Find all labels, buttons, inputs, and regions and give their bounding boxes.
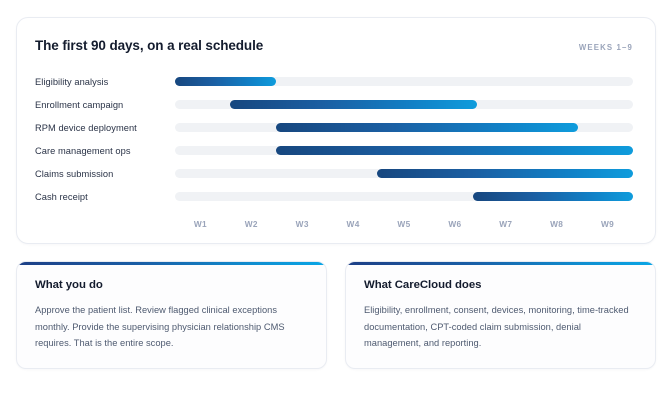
- gantt-bar[interactable]: [275, 123, 579, 132]
- gantt-track: [175, 192, 633, 201]
- page-title: The first 90 days, on a real schedule: [35, 38, 264, 53]
- info-card-body: Eligibility, enrollment, consent, device…: [364, 305, 629, 349]
- gantt-bar[interactable]: [175, 77, 276, 86]
- weeks-range-label: WEEKS 1–9: [578, 43, 633, 52]
- gantt-track: [175, 146, 633, 155]
- gantt-row: Eligibility analysis: [35, 70, 633, 93]
- gantt-axis-tick: W9: [600, 219, 615, 229]
- gantt-row: Enrollment campaign: [35, 93, 633, 116]
- gantt-bar[interactable]: [275, 146, 633, 155]
- gantt-axis-tick: W8: [550, 219, 564, 229]
- gantt-axis-tick: W4: [346, 219, 360, 229]
- gantt-row-label: Care management ops: [35, 145, 131, 156]
- gantt-track: [175, 100, 633, 109]
- gantt-row: RPM device deployment: [35, 116, 633, 139]
- info-card-body: Approve the patient list. Review flagged…: [35, 305, 285, 349]
- gantt-row: Claims submission: [35, 162, 633, 185]
- gantt-row: Care management ops: [35, 139, 633, 162]
- card-accent-bar: [17, 262, 326, 265]
- info-card-title: What you do: [35, 279, 103, 291]
- gantt-axis-tick: W6: [448, 219, 462, 229]
- gantt-row-label: Claims submission: [35, 168, 114, 179]
- gantt-axis-tick: W5: [397, 219, 411, 229]
- card-accent-bar: [346, 262, 655, 265]
- gantt-axis-tick: W1: [193, 219, 208, 229]
- gantt-axis-tick: W2: [244, 219, 258, 229]
- info-cards: What you do Approve the patient list. Rev…: [16, 261, 656, 369]
- gantt-bar[interactable]: [472, 192, 633, 201]
- gantt-bar[interactable]: [376, 169, 633, 178]
- gantt-row-label: Enrollment campaign: [35, 99, 124, 110]
- info-card: What CareCloud does Eligibility, enrollme…: [345, 261, 656, 369]
- schedule-header: The first 90 days, on a real schedule WE…: [35, 38, 633, 53]
- gantt-axis-spacer: [35, 219, 175, 229]
- gantt-track: [175, 77, 633, 86]
- gantt-axis: W1 W2 W3 W4 W5 W6 W7 W8 W9: [35, 219, 633, 229]
- gantt-track: [175, 123, 633, 132]
- gantt-axis-ticks: W1 W2 W3 W4 W5 W6 W7 W8 W9: [175, 219, 633, 229]
- gantt-row-label: Cash receipt: [35, 191, 88, 202]
- gantt-row-label: Eligibility analysis: [35, 76, 109, 87]
- gantt-rows: Eligibility analysis Enrollment campaign R…: [35, 70, 633, 208]
- gantt-row: Cash receipt: [35, 185, 633, 208]
- schedule-card: The first 90 days, on a real schedule WE…: [16, 17, 656, 244]
- info-card-title: What CareCloud does: [364, 279, 482, 291]
- gantt-axis-tick: W7: [499, 219, 513, 229]
- gantt-axis-tick: W3: [295, 219, 309, 229]
- gantt-row-label: RPM device deployment: [35, 122, 137, 133]
- gantt-bar[interactable]: [229, 100, 478, 109]
- info-card: What you do Approve the patient list. Rev…: [16, 261, 327, 369]
- gantt-track: [175, 169, 633, 178]
